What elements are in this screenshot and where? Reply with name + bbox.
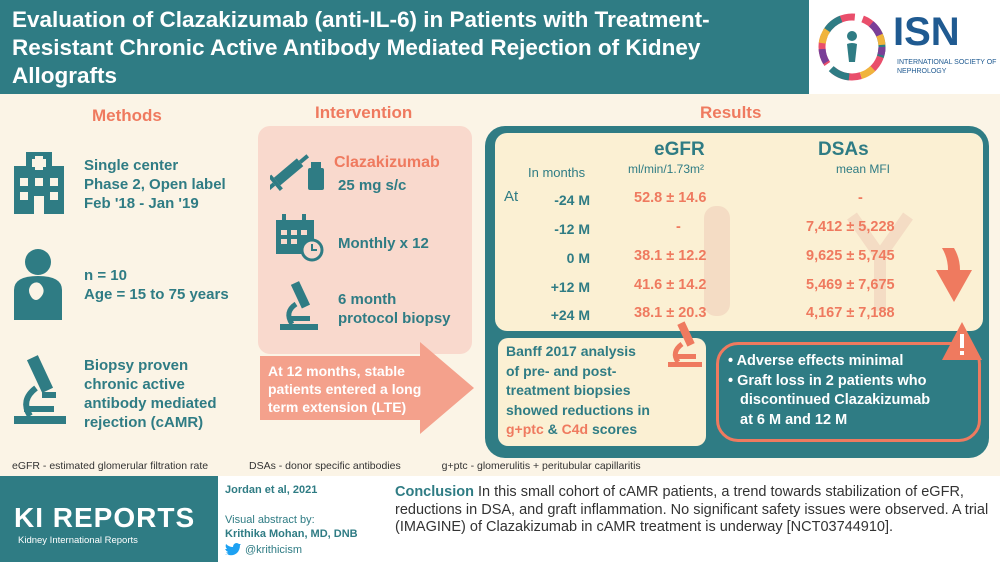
author-name: Krithika Mohan, MD, DNB [225,528,358,540]
in-months-label: In months [528,165,586,180]
patient-icon [14,249,62,320]
hospital-icon [14,152,64,214]
biopsy-microscope-icon [280,281,318,330]
banff-text: Banff 2017 analysis of pre- and post- tr… [506,343,650,437]
dsa-value: 9,625 ± 5,745 [806,248,895,264]
banff-microscope-icon [668,321,702,367]
row-label: 0 M [566,250,590,266]
biopsy-text: 6 month protocol biopsy [338,291,451,327]
conclusion: Conclusion In this small cohort of cAMR … [395,484,990,537]
dsa-value: 7,412 ± 5,228 [806,219,895,235]
row-label: +12 M [550,279,590,295]
page-title: Evaluation of Clazakizumab (anti-IL-6) i… [12,7,710,88]
isn-subtitle: INTERNATIONAL SOCIETY OF NEPHROLOGY [897,59,997,75]
background-tube-icon [704,206,730,316]
at-label: At [504,188,519,205]
conclusion-label: Conclusion [395,484,474,500]
ki-reports-subtitle: Kidney International Reports [18,535,138,546]
warning-icon [942,322,982,360]
down-arrow-icon [936,248,972,302]
methods-item-cohort: n = 10 Age = 15 to 75 years [84,267,229,303]
ki-reports-logo: KI REPORTS Kidney International Reports [0,476,218,562]
conclusion-text: In this small cohort of cAMR patients, a… [395,484,989,535]
results-title: Results [700,103,762,122]
isn-kidney-logo-icon [818,13,886,81]
adverse-effects-box [716,342,981,442]
intervention-title: Intervention [315,103,413,122]
twitter-icon [225,543,241,556]
dsa-value: 5,469 ± 7,675 [806,277,895,293]
egfr-value: - [676,219,681,235]
methods-item-design: Single center Phase 2, Open label Feb '1… [84,157,226,212]
dosing-schedule: Monthly x 12 [338,235,429,252]
banff-box [498,338,706,446]
visual-abstract-label: Visual abstract by: [225,514,315,526]
egfr-header: eGFR [654,139,705,160]
gptc-score-label: g+ptc [506,421,544,437]
dsa-unit: mean MFI [836,162,891,176]
dsa-value: 4,167 ± 7,188 [806,305,895,321]
drug-dose: 25 mg s/c [338,177,407,194]
row-label: -12 M [554,221,590,237]
row-label: -24 M [554,192,590,208]
methods-title: Methods [92,106,162,125]
dsa-header: DSAs [818,139,869,160]
isn-logo: ISN INTERNATIONAL SOCIETY OF NEPHROLOGY [806,0,1000,94]
lte-text: At 12 months, stable patients entered a … [268,363,422,415]
microscope-icon [14,355,66,424]
calendar-icon [276,214,324,262]
isn-name: ISN [893,10,960,54]
drug-name: Clazakizumab [334,154,440,171]
egfr-value: 52.8 ± 14.6 [634,190,707,206]
row-label: +24 M [550,307,590,323]
ki-reports-brand: KI REPORTS [14,502,196,533]
egfr-value: 38.1 ± 12.2 [634,248,707,264]
dsa-value: - [858,190,863,206]
egfr-value: 38.1 ± 20.3 [634,305,707,321]
abbreviations-footnote: eGFR - estimated glomerular filtration r… [12,460,641,472]
syringe-icon [270,154,324,193]
adverse-text: • Adverse effects minimal • Graft loss i… [728,353,931,428]
egfr-value: 41.6 ± 14.2 [634,277,707,293]
lte-arrow-shape [260,342,474,434]
twitter-handle[interactable]: @krithicism [245,544,302,556]
citation: Jordan et al, 2021 [225,484,318,496]
methods-item-population: Biopsy proven chronic active antibody me… [84,357,217,431]
c4d-score-label: C4d [561,421,589,437]
background-antibody-icon [847,212,913,311]
egfr-unit: ml/min/1.73m² [628,162,705,176]
